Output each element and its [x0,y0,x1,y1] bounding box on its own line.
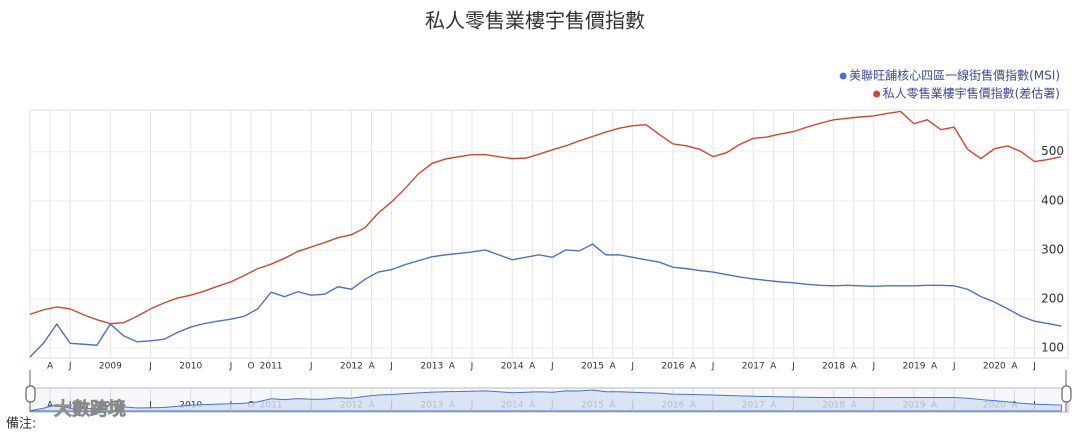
x-tick-label: J [550,362,554,372]
x-tick-label: J [630,362,634,372]
x-tick-label: 2014 [501,362,524,372]
series-line [29,243,1062,358]
x-tick-label: J [1032,362,1036,372]
mini-tick-label: J [68,401,72,411]
x-tick-label: 2019 [903,362,926,372]
x-tick-label: 2015 [581,362,604,372]
x-tick-label: A [851,362,858,372]
x-tick-label: 2009 [99,362,122,372]
x-tick-label: A [690,362,697,372]
x-tick-label: A [931,362,938,372]
x-tick-label: J [309,362,313,372]
legend-marker[interactable] [873,90,881,98]
x-tick-label: 2017 [742,362,765,372]
x-tick-label: 2020 [983,362,1006,372]
mini-tick-label: A [47,401,54,411]
legend-marker[interactable] [839,72,847,80]
legend-label[interactable]: 美聯旺舖核心四區一線街售價指數(MSI) [849,68,1060,83]
y-tick-label: 400 [1041,193,1064,207]
x-tick-label: A [610,362,617,372]
range-handle[interactable] [25,385,36,403]
x-tick-label: 2013 [420,362,443,372]
x-tick-label: J [711,362,715,372]
x-tick-label: J [389,362,393,372]
range-handle[interactable] [1061,385,1072,403]
x-tick-label: J [68,362,72,372]
x-tick-label: J [148,362,152,372]
x-tick-label: J [791,362,795,372]
y-tick-label: 200 [1041,292,1064,306]
x-tick-label: A [449,362,456,372]
chart-title: 私人零售業樓宇售價指數 [425,9,645,33]
x-tick-label: O [247,362,254,372]
y-tick-label: 500 [1041,144,1064,158]
x-tick-label: J [952,362,956,372]
plot-area [29,109,1069,359]
watermark: 大數跨境 [54,398,126,420]
x-tick-label: 2011 [260,362,283,372]
mini-area [29,389,1062,412]
x-tick-label: 2016 [661,362,684,372]
mini-tick-label: J [148,401,152,411]
x-tick-label: A [47,362,54,372]
x-tick-label: 2012 [340,362,363,372]
x-tick-label: 2010 [179,362,202,372]
y-tick-label: 100 [1041,341,1064,355]
x-tick-label: A [770,362,777,372]
series-line [29,110,1062,325]
x-tick-label: A [529,362,536,372]
x-tick-label: J [871,362,875,372]
x-tick-label: J [229,362,233,372]
x-tick-label: A [368,362,375,372]
note: 備注: [6,416,36,432]
x-tick-label: 2018 [822,362,845,372]
y-tick-label: 300 [1041,242,1064,256]
legend-label[interactable]: 私人零售業樓宇售價指數(差估署) [883,86,1060,101]
x-tick-label: A [1011,362,1018,372]
x-tick-label: J [470,362,474,372]
